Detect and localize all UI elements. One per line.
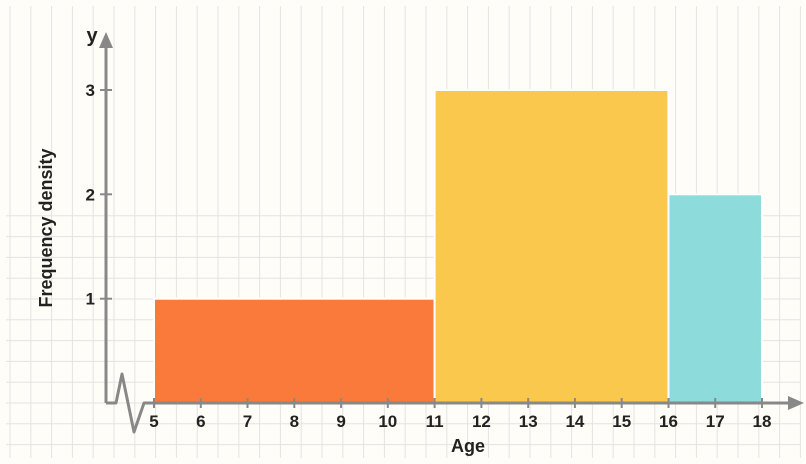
y-tick-label: 1 bbox=[86, 290, 95, 309]
x-axis-line bbox=[106, 372, 790, 434]
y-tick-label: 2 bbox=[86, 185, 95, 204]
y-axis-arrow bbox=[99, 32, 113, 48]
x-axis-arrow bbox=[788, 396, 804, 410]
bar-2 bbox=[433, 89, 670, 404]
x-tick-label: 18 bbox=[753, 412, 772, 431]
x-tick-label: 12 bbox=[472, 412, 491, 431]
x-tick-label: 13 bbox=[519, 412, 538, 431]
bars bbox=[153, 89, 763, 405]
x-tick-label: 6 bbox=[196, 412, 205, 431]
y-axis-symbol: y bbox=[86, 25, 98, 47]
bar-3 bbox=[667, 193, 763, 404]
x-tick-label: 9 bbox=[336, 412, 345, 431]
x-tick-label: 11 bbox=[426, 412, 444, 431]
y-axis-title: Frequency density bbox=[36, 148, 56, 307]
x-tick-label: 16 bbox=[659, 412, 678, 431]
x-tick-label: 5 bbox=[149, 412, 158, 431]
x-axis-title: Age bbox=[451, 436, 485, 456]
x-tick-label: 8 bbox=[290, 412, 299, 431]
x-tick-label: 7 bbox=[243, 412, 252, 431]
y-tick-label: 3 bbox=[86, 81, 95, 100]
x-tick-label: 10 bbox=[378, 412, 397, 431]
x-tick-label: 14 bbox=[565, 412, 584, 431]
x-tick-label: 15 bbox=[612, 412, 631, 431]
axes bbox=[99, 32, 804, 434]
x-tick-label: 17 bbox=[706, 412, 725, 431]
bar-1 bbox=[153, 297, 436, 405]
